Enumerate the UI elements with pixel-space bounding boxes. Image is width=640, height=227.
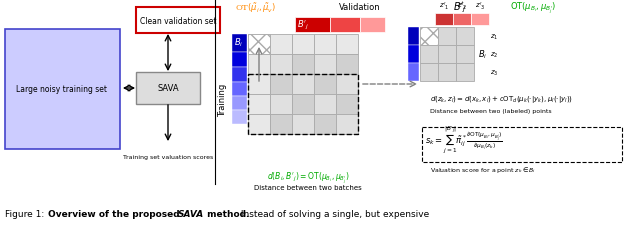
Bar <box>270 114 292 134</box>
Text: Figure 1:: Figure 1: <box>5 210 47 219</box>
Text: method.: method. <box>204 210 250 219</box>
Bar <box>232 96 247 111</box>
Text: Large noisy training set: Large noisy training set <box>17 85 108 94</box>
Text: Overview of the proposed: Overview of the proposed <box>48 210 183 219</box>
Bar <box>232 35 247 53</box>
Bar <box>336 55 358 75</box>
Text: $B'_j$: $B'_j$ <box>297 18 309 31</box>
Text: $B'_j$: $B'_j$ <box>453 1 467 15</box>
Bar <box>360 18 385 33</box>
Bar <box>248 75 358 134</box>
Bar <box>456 46 474 64</box>
Text: $\mathrm{OT}(\mu_{B_i}, \mu_{B_j'})$: $\mathrm{OT}(\mu_{B_i}, \mu_{B_j'})$ <box>510 0 556 16</box>
Bar <box>314 75 336 95</box>
Bar <box>456 28 474 46</box>
Text: $s_k = \sum_{j=1}^{|B'_j|} \tilde{\pi}^*_{ij} \frac{\partial \mathrm{OT}(\mu_{B_: $s_k = \sum_{j=1}^{|B'_j|} \tilde{\pi}^*… <box>425 124 503 155</box>
Bar <box>292 114 314 134</box>
Bar <box>453 14 471 26</box>
Bar <box>232 53 247 68</box>
Text: Validation: Validation <box>339 3 381 12</box>
Bar <box>270 55 292 75</box>
Bar <box>408 64 419 82</box>
Bar <box>471 14 489 26</box>
Bar <box>422 127 622 162</box>
Bar <box>420 64 438 82</box>
Bar <box>314 114 336 134</box>
Text: $d(z_k, z_l) = d(x_k, x_l) + c\mathrm{OT}_d(\mu_k(\cdot|y_k), \mu_l(\cdot|y_l))$: $d(z_k, z_l) = d(x_k, x_l) + c\mathrm{OT… <box>430 94 573 105</box>
Bar <box>435 14 453 26</box>
Text: $z'_2$: $z'_2$ <box>457 1 467 12</box>
Bar <box>292 35 314 55</box>
Text: $z_2$: $z_2$ <box>490 50 499 59</box>
Bar <box>292 95 314 114</box>
Bar <box>438 46 456 64</box>
Bar <box>232 68 247 83</box>
Bar <box>248 35 270 55</box>
Text: Training: Training <box>218 83 227 116</box>
Text: Distance between two batches: Distance between two batches <box>254 184 362 190</box>
Bar <box>270 95 292 114</box>
Bar <box>336 35 358 55</box>
Bar <box>314 95 336 114</box>
Bar <box>438 64 456 82</box>
Text: SAVA: SAVA <box>157 84 179 93</box>
Bar <box>248 95 270 114</box>
Bar <box>248 75 270 95</box>
Bar <box>292 55 314 75</box>
Text: $z'_3$: $z'_3$ <box>475 1 485 12</box>
Bar <box>438 28 456 46</box>
Bar <box>420 46 438 64</box>
Text: Valuation score for a point $z_k \in B_i$: Valuation score for a point $z_k \in B_i… <box>430 164 536 174</box>
Bar <box>232 111 247 124</box>
Bar <box>336 95 358 114</box>
Bar <box>336 114 358 134</box>
Bar <box>408 46 419 64</box>
Text: $d(B_i, B'_j) = \mathrm{OT}(\mu_{B_i}, \mu_{B_j'})$: $d(B_i, B'_j) = \mathrm{OT}(\mu_{B_i}, \… <box>267 170 349 185</box>
Bar <box>330 18 360 33</box>
Text: $z'_1$: $z'_1$ <box>439 1 449 12</box>
FancyBboxPatch shape <box>5 30 120 149</box>
Bar <box>270 35 292 55</box>
Bar <box>295 18 330 33</box>
Text: $B_i$: $B_i$ <box>478 49 487 61</box>
FancyBboxPatch shape <box>136 73 200 105</box>
Bar <box>248 114 270 134</box>
Text: OT$(\tilde{\mu}_i, \tilde{\mu}_v)$: OT$(\tilde{\mu}_i, \tilde{\mu}_v)$ <box>234 1 275 15</box>
Bar <box>314 35 336 55</box>
Bar <box>408 28 419 46</box>
Text: Distance between two (labeled) points: Distance between two (labeled) points <box>430 109 552 114</box>
Text: Instead of solving a single, but expensive: Instead of solving a single, but expensi… <box>238 210 429 219</box>
Bar <box>420 28 438 46</box>
Text: $B_i$: $B_i$ <box>234 37 243 49</box>
Text: Clean validation set: Clean validation set <box>140 16 216 25</box>
Bar <box>336 75 358 95</box>
Bar <box>232 83 247 96</box>
Text: $z_3$: $z_3$ <box>490 68 499 77</box>
Bar <box>270 75 292 95</box>
Bar <box>248 35 270 55</box>
Bar <box>314 55 336 75</box>
Text: SAVA: SAVA <box>178 210 204 219</box>
Bar <box>292 75 314 95</box>
Text: $z_1$: $z_1$ <box>490 32 499 41</box>
Text: Training set valuation scores: Training set valuation scores <box>123 155 213 160</box>
FancyBboxPatch shape <box>136 8 220 34</box>
Bar <box>456 64 474 82</box>
Bar <box>248 55 270 75</box>
